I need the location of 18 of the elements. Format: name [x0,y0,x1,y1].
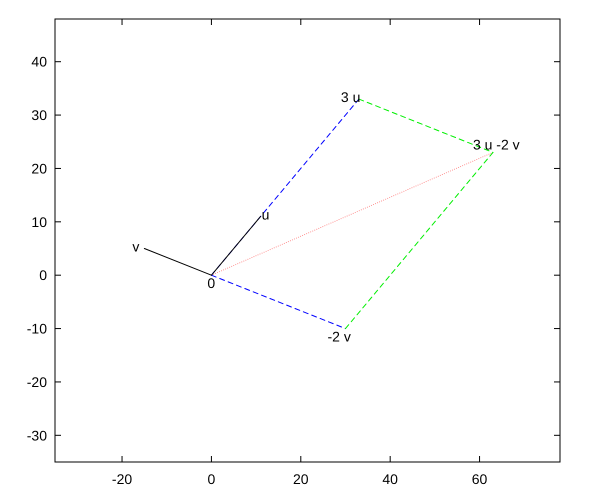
annotation: u [262,206,270,222]
annotation: 0 [207,275,216,292]
y-tick-label: 30 [31,107,48,124]
y-tick-label: 10 [31,214,48,230]
x-tick-label: 20 [293,471,309,487]
y-tick-label: -20 [26,374,48,390]
y-tick-label: 20 [31,160,48,176]
x-tick-label: 40 [382,471,398,487]
annotation: 3 u [340,89,360,106]
y-tick-label: -30 [26,427,48,444]
x-tick-label: -20 [112,471,132,487]
x-tick-label: 60 [472,471,488,487]
y-tick-label: -10 [26,320,48,337]
annotation: -2 v [327,328,351,345]
x-tick-label: 0 [208,471,216,487]
annotation: v [132,238,140,255]
y-tick-label: 40 [31,54,48,70]
y-tick-label: 0 [39,267,48,284]
